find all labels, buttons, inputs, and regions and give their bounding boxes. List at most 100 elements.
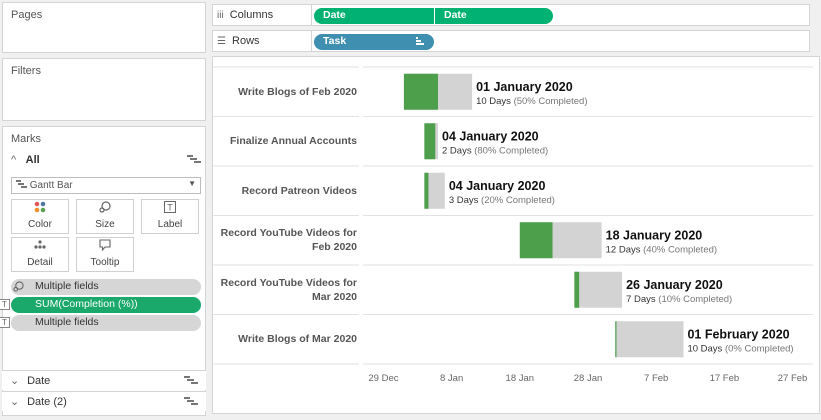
detail-card[interactable]: Detail [11, 237, 69, 272]
filters-shelf[interactable]: Filters [2, 58, 206, 121]
pages-shelf[interactable]: Pages [2, 2, 206, 53]
bar-detail-label: 7 Days (10% Completed) [626, 294, 732, 305]
bar-completion-label: (50% Completed) [514, 96, 588, 107]
gantt-bar-completed [424, 123, 436, 160]
tooltip-card-label: Tooltip [90, 257, 120, 268]
marks-card: Marks ^ All Gantt Bar ▼ Color Size T Lab… [0, 126, 206, 416]
gantt-mark-icon [185, 154, 201, 166]
x-axis-tick-label: 18 Jan [506, 373, 535, 384]
columns-pill-date-2[interactable]: Date [435, 8, 553, 24]
mark-type-value: Gantt Bar [29, 180, 73, 191]
bar-detail-label: 10 Days (0% Completed) [687, 343, 793, 354]
bar-days-label: 7 Days [626, 294, 658, 305]
marks-section-date-label: Date [27, 375, 51, 387]
chevron-up-icon[interactable]: ^ [11, 154, 17, 166]
bar-date-label: 01 January 2020 [476, 80, 573, 94]
bar-days-label: 10 Days [476, 96, 514, 107]
label-field-pill-label: SUM(Completion (%)) [35, 298, 138, 310]
size-icon [77, 201, 133, 219]
x-axis-tick-label: 7 Feb [644, 373, 668, 384]
size-card[interactable]: Size [76, 199, 134, 234]
task-row-label[interactable]: Record YouTube Videos for Feb 2020 [220, 227, 357, 254]
task-row-label[interactable]: Write Blogs of Mar 2020 [238, 333, 357, 346]
marks-section-date-2-label: Date (2) [27, 396, 67, 408]
task-row-label[interactable]: Finalize Annual Accounts [230, 135, 357, 148]
task-row-label[interactable]: Write Blogs of Feb 2020 [238, 85, 357, 98]
shelf-divider [311, 31, 312, 51]
marks-title: Marks [11, 133, 41, 145]
bar-date-label: 18 January 2020 [606, 228, 703, 242]
label-card[interactable]: T Label [141, 199, 199, 234]
label-icon: T [0, 299, 10, 310]
svg-text:T: T [167, 203, 173, 213]
bar-completion-label: (0% Completed) [725, 343, 794, 354]
gantt-bar-remaining [574, 271, 623, 308]
chevron-down-icon[interactable]: ▼ [188, 179, 196, 188]
row-labels: Write Blogs of Feb 2020 Finalize Annual A… [213, 57, 363, 415]
bar-detail-label: 12 Days (40% Completed) [606, 244, 717, 255]
chevron-down-icon[interactable]: ⌄ [10, 396, 20, 408]
bar-completion-label: (40% Completed) [643, 244, 717, 255]
size-card-label: Size [95, 219, 115, 230]
bar-days-label: 3 Days [449, 195, 481, 206]
gantt-mark-icon [182, 396, 198, 408]
detail-card-label: Detail [27, 257, 53, 268]
color-icon [12, 201, 68, 219]
columns-icon: iii [217, 10, 224, 21]
bar-date-label: 04 January 2020 [449, 179, 546, 193]
size-icon [13, 281, 24, 292]
task-row-label[interactable]: Record YouTube Videos for Mar 2020 [220, 276, 357, 303]
columns-shelf[interactable]: iii Columns Date Date [212, 4, 810, 26]
x-axis-tick-label: 29 Dec [368, 373, 398, 384]
label-field-pill-2[interactable]: T Multiple fields [0, 315, 201, 331]
mark-type-select[interactable]: Gantt Bar ▼ [11, 177, 201, 194]
chevron-down-icon[interactable]: ⌄ [10, 375, 20, 387]
rows-icon: ☰ [217, 36, 226, 47]
label-icon: T [0, 317, 10, 328]
gantt-bar-completed [424, 172, 429, 209]
gantt-mark-icon [182, 375, 198, 387]
bar-date-label: 04 January 2020 [442, 129, 539, 143]
rows-shelf-label: ☰ Rows [217, 35, 260, 47]
task-row-label[interactable]: Record Patreon Videos [241, 184, 357, 197]
sort-icon [416, 36, 426, 49]
gantt-bar-completed [519, 222, 553, 259]
bar-days-label: 12 Days [606, 244, 644, 255]
shelf-divider [311, 5, 312, 25]
bar-date-label: 26 January 2020 [626, 278, 723, 292]
marks-section-date[interactable]: ⌄ Date [2, 370, 206, 390]
tooltip-card[interactable]: Tooltip [76, 237, 134, 272]
bar-completion-label: (20% Completed) [481, 195, 555, 206]
size-field-pill-label: Multiple fields [35, 280, 99, 292]
rows-shelf[interactable]: ☰ Rows Task [212, 30, 810, 52]
marks-section-date-2[interactable]: ⌄ Date (2) [2, 391, 206, 411]
bar-date-label: 01 February 2020 [687, 327, 789, 341]
columns-shelf-label: iii Columns [217, 9, 274, 21]
bar-days-label: 2 Days [442, 145, 474, 156]
filters-title: Filters [11, 65, 41, 77]
color-card[interactable]: Color [11, 199, 69, 234]
label-icon: T [142, 201, 198, 219]
gantt-mark-type-icon [16, 180, 30, 191]
tooltip-icon [77, 239, 133, 257]
gantt-bar-remaining [424, 172, 445, 209]
bar-completion-label: (80% Completed) [474, 145, 548, 156]
label-field-pill[interactable]: T SUM(Completion (%)) [0, 297, 201, 313]
columns-pill-date-1[interactable]: Date [314, 8, 434, 24]
gantt-bar-completed [403, 73, 438, 110]
gantt-bar-remaining [615, 321, 684, 358]
gantt-bar-completed [615, 321, 617, 358]
gantt-view: 01 January 2020 10 Days (50% Completed) 04… [212, 56, 820, 414]
marks-all-label: All [25, 154, 40, 166]
pages-title: Pages [11, 9, 43, 21]
bar-days-label: 10 Days [687, 343, 725, 354]
gantt-bar-completed [574, 271, 580, 308]
x-axis-tick-label: 28 Jan [574, 373, 603, 384]
marks-all-header[interactable]: ^ All [11, 154, 201, 170]
label-field-pill-2-label: Multiple fields [35, 316, 99, 328]
gantt-chart: 01 January 2020 10 Days (50% Completed) 04… [213, 66, 813, 384]
size-field-pill[interactable]: Multiple fields [11, 279, 201, 295]
x-axis-tick-label: 27 Feb [778, 373, 808, 384]
rows-pill-task[interactable]: Task [314, 34, 434, 50]
bar-detail-label: 3 Days (20% Completed) [449, 195, 555, 206]
